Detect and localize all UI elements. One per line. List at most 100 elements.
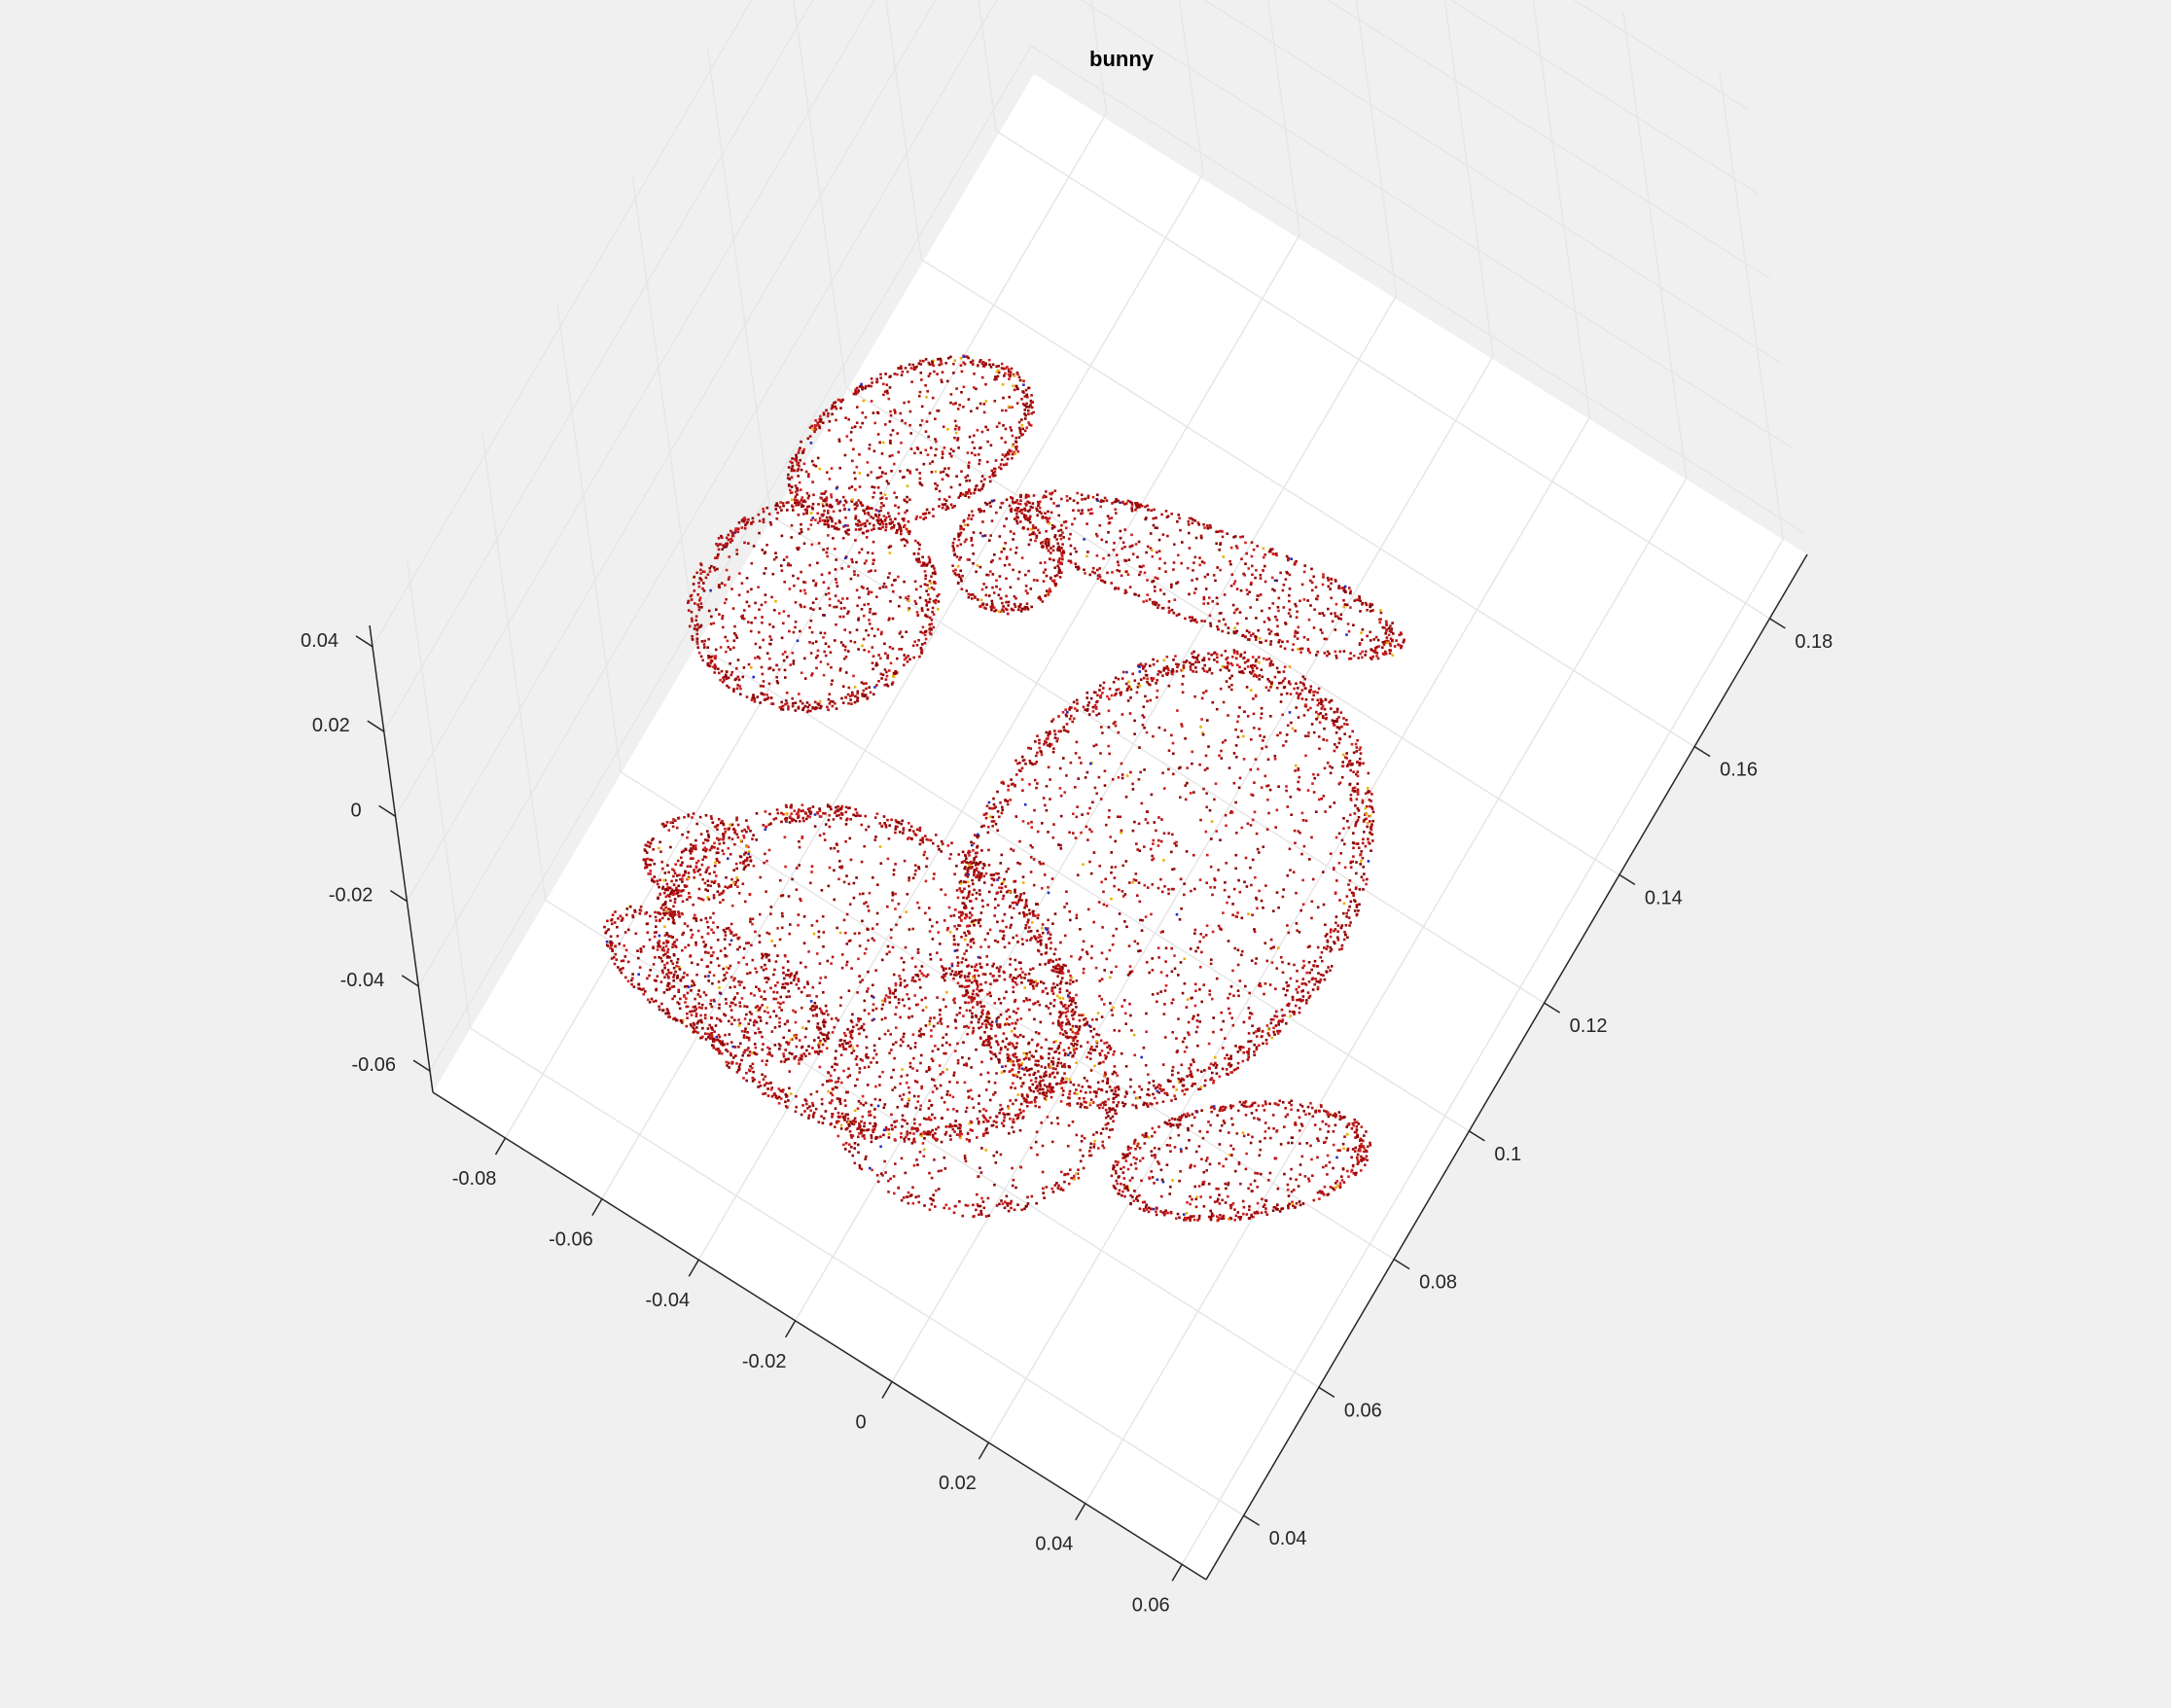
point [769,822,772,826]
point [1263,1136,1266,1140]
grid-line-wall2-z [1030,45,1805,534]
point [1336,930,1339,933]
point [745,819,748,822]
point [975,1014,978,1017]
point [1299,999,1302,1003]
point [863,844,866,848]
point [702,941,705,943]
point [1069,1051,1072,1054]
point [807,950,810,953]
point [1182,674,1185,678]
point [1290,1103,1293,1107]
point [895,1026,898,1029]
point [686,898,689,902]
point [736,1068,740,1072]
point [1263,1100,1267,1103]
point [1122,1165,1125,1169]
point [1056,967,1059,971]
grid-line-x [504,112,1108,1139]
point [934,1132,937,1135]
point [1333,929,1335,933]
point [1141,714,1144,717]
point [1245,1105,1248,1109]
point [979,861,981,865]
point [1097,1087,1100,1090]
point [806,814,809,818]
point [939,1073,943,1076]
point [1008,1113,1011,1116]
point [1012,1118,1015,1121]
point [908,876,910,879]
point [913,1121,916,1125]
point [838,866,841,869]
point [1199,933,1202,936]
point [1146,1093,1149,1096]
point [953,949,957,952]
point [1276,1032,1280,1035]
point [1005,1017,1009,1020]
point [1260,1211,1263,1215]
grid-line-wall-y [406,561,472,1029]
point [830,1122,833,1125]
point [1045,1074,1048,1077]
point [777,1095,781,1099]
point [1164,666,1168,670]
point [750,943,753,947]
point [1297,716,1300,719]
point [1362,888,1365,891]
point [872,996,875,999]
point [977,835,980,837]
point [1053,967,1057,970]
point [1076,1092,1079,1095]
point [1049,1090,1052,1094]
point [1152,734,1155,738]
point [1160,890,1164,894]
point [1012,1010,1015,1014]
point [1060,966,1064,969]
point [1068,909,1071,913]
point [1090,830,1093,834]
point [1133,940,1137,943]
point [717,838,721,841]
point [776,1001,780,1005]
point [1028,998,1032,1002]
point [967,1057,971,1060]
point [791,877,794,881]
point [701,841,705,845]
point [844,1113,848,1117]
point [1122,999,1126,1002]
point [673,872,677,875]
point [1176,665,1179,668]
point [1275,967,1278,970]
point [1225,824,1228,828]
point [1034,740,1037,743]
point [1126,688,1129,691]
point [1200,718,1203,721]
point [1220,1123,1224,1127]
point [1237,1162,1241,1166]
point [1322,716,1325,720]
point [891,1088,894,1091]
point [1082,1014,1086,1016]
point [935,834,938,836]
point [718,986,721,989]
point [1091,801,1094,804]
point [668,956,671,959]
point [1072,1044,1075,1048]
point [1156,1178,1159,1182]
point [1157,992,1159,995]
point [828,814,831,817]
point [929,1016,932,1019]
point [694,941,697,944]
point [867,825,871,829]
point [1195,656,1198,659]
point [686,991,690,995]
point [1123,920,1126,923]
point [1354,822,1358,826]
point [1239,1182,1242,1186]
point [820,1102,824,1106]
point [1002,1032,1006,1035]
point [1268,1102,1271,1106]
point [809,812,812,816]
